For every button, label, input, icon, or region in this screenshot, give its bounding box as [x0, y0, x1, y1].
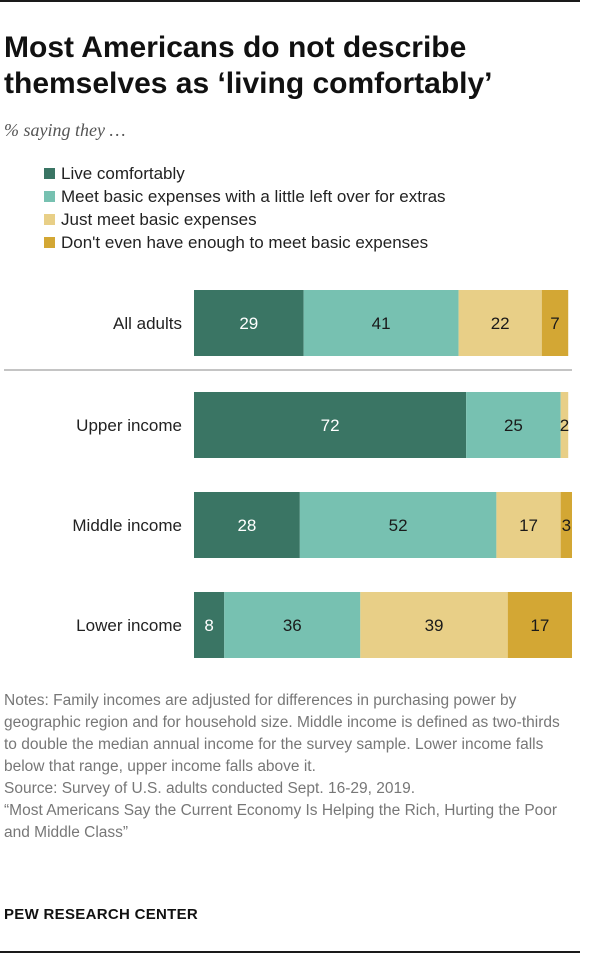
- data-label: 52: [389, 516, 408, 535]
- data-label: 3: [562, 516, 571, 535]
- bar-segment: [458, 290, 542, 356]
- legend-swatch: [44, 237, 55, 248]
- report-title: “Most Americans Say the Current Economy …: [4, 802, 558, 841]
- brand-name: PEW RESEARCH CENTER: [4, 906, 199, 923]
- bar-segment: [466, 392, 561, 458]
- legend-swatch: [44, 191, 55, 202]
- data-label: 17: [519, 516, 538, 535]
- top-rule: [0, 0, 580, 2]
- bar-segment: [507, 592, 572, 658]
- category-label: Lower income: [76, 616, 182, 635]
- legend-label: Meet basic expenses with a little left o…: [61, 186, 446, 206]
- data-label: 72: [321, 416, 340, 435]
- source-text: Source: Survey of U.S. adults conducted …: [4, 780, 415, 797]
- data-label: 25: [504, 416, 523, 435]
- bar-segment: [194, 290, 304, 356]
- data-label: 41: [372, 314, 391, 333]
- legend-label: Live comfortably: [61, 163, 185, 183]
- legend: Live comfortably Meet basic expenses with…: [44, 162, 446, 254]
- data-label: 2: [560, 416, 569, 435]
- bottom-rule: [0, 951, 580, 953]
- chart-subtitle: % saying they …: [4, 120, 126, 140]
- data-label: 36: [283, 616, 302, 635]
- bar-segment: [496, 492, 561, 558]
- bar-segment: [194, 492, 300, 558]
- category-label: Upper income: [76, 416, 182, 435]
- legend-label: Don't even have enough to meet basic exp…: [61, 232, 429, 252]
- notes-text: Notes: Family incomes are adjusted for d…: [4, 692, 560, 775]
- legend-item: Just meet basic expenses: [44, 208, 446, 231]
- bar-segment: [541, 290, 569, 356]
- data-label: 17: [530, 616, 549, 635]
- bar-segment: [224, 592, 361, 658]
- legend-item: Meet basic expenses with a little left o…: [44, 185, 446, 208]
- data-label: 39: [425, 616, 444, 635]
- chart-title: Most Americans do not describe themselve…: [4, 31, 493, 100]
- data-label: 28: [237, 516, 256, 535]
- bar-segment: [360, 592, 508, 658]
- category-label: Middle income: [72, 516, 182, 535]
- bar-segment: [194, 392, 467, 458]
- bar-segment: [303, 290, 459, 356]
- bar-segment: [560, 392, 569, 458]
- category-label: All adults: [113, 314, 182, 333]
- data-label: 7: [550, 314, 559, 333]
- data-label: 29: [239, 314, 258, 333]
- legend-item: Live comfortably: [44, 162, 446, 185]
- data-label: 8: [204, 616, 213, 635]
- bar-segment: [560, 492, 572, 558]
- legend-item: Don't even have enough to meet basic exp…: [44, 231, 446, 254]
- bar-segment: [194, 592, 225, 658]
- notes-section: Notes: Family incomes are adjusted for d…: [4, 690, 576, 844]
- legend-swatch: [44, 168, 55, 179]
- legend-swatch: [44, 214, 55, 225]
- legend-label: Just meet basic expenses: [61, 209, 257, 229]
- data-label: 22: [491, 314, 510, 333]
- bar-segment: [299, 492, 497, 558]
